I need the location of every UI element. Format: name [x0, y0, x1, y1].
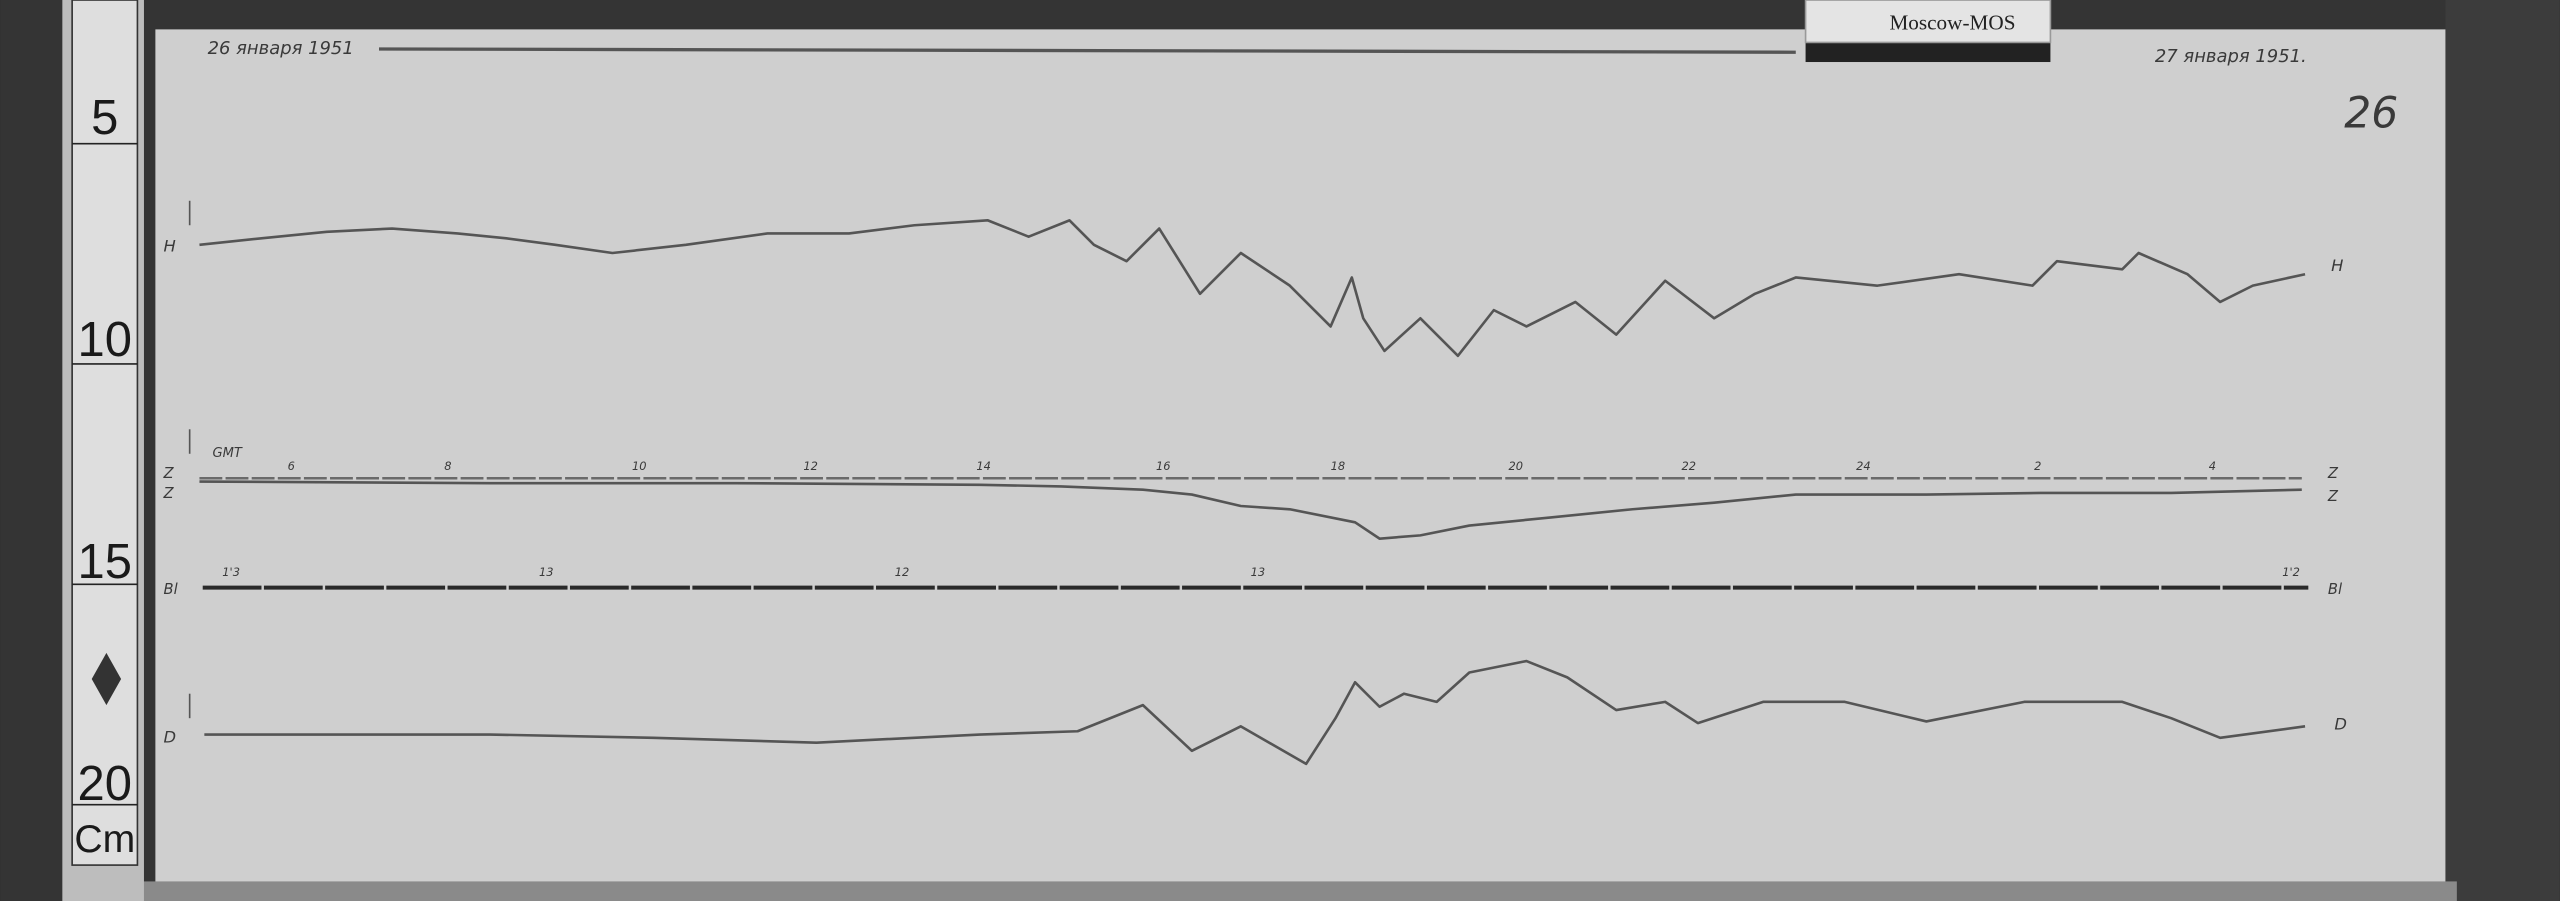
paper-sheet [155, 29, 2446, 885]
z-label-right-2: Z [2327, 488, 2339, 505]
hour-labels: 6 8 10 12 14 16 18 20 22 24 2 4 [288, 459, 2216, 473]
ruler-unit: Cm [74, 818, 135, 861]
d-trace [204, 659, 2306, 766]
hour-label: 14 [976, 459, 991, 473]
hour-label: 10 [632, 459, 647, 473]
top-edge-line [378, 47, 1796, 54]
z-label-left-2: Z [163, 485, 175, 502]
station-label-card: Moscow-MOS [1804, 0, 2052, 63]
hour-label: 4 [2209, 459, 2216, 473]
h-trace [199, 219, 2306, 358]
time-axis-label: GMT [213, 446, 243, 461]
hour-label: 2 [2034, 459, 2041, 473]
h-label-right: H [2331, 256, 2343, 275]
start-date: 26 января 1951 [208, 38, 354, 59]
baseline-mark: 1'3 [222, 565, 240, 579]
diamond-icon [91, 652, 122, 706]
z-label-left: Z [163, 465, 175, 482]
sheet-number: 26 [2344, 89, 2398, 138]
z-trace [199, 480, 2302, 540]
paper-bottom-edge [139, 881, 2457, 901]
baseline-mark: 13 [539, 565, 554, 579]
hour-label: 16 [1156, 459, 1171, 473]
z-label-right: Z [2327, 465, 2339, 482]
baseline-mark: 12 [895, 565, 910, 579]
d-label-right: D [2334, 715, 2347, 734]
hour-label: 22 [1682, 459, 1697, 473]
hour-label: 18 [1331, 459, 1346, 473]
hour-label: 20 [1509, 459, 1524, 473]
ruler-mark-10: 10 [78, 313, 132, 367]
h-label-left: H [164, 236, 176, 255]
hour-label: 12 [803, 459, 818, 473]
baseline-mark: 13 [1251, 565, 1266, 579]
station-label: Moscow-MOS [1889, 10, 2015, 34]
baseline-label-right: Bl [2328, 581, 2343, 598]
ruler-mark-20: 20 [78, 757, 132, 811]
ruler-mark-5: 5 [91, 91, 118, 145]
ruler-mark-15: 15 [78, 535, 132, 589]
baseline-label-left: Bl [164, 581, 179, 598]
d-label-left: D [164, 728, 177, 747]
hour-label: 24 [1856, 459, 1871, 473]
hour-label: 8 [444, 459, 451, 473]
frame-right [2445, 0, 2560, 901]
end-date: 27 января 1951. [2155, 46, 2307, 67]
hour-label: 6 [288, 459, 295, 473]
ruler: 5 10 15 20 Cm [62, 0, 144, 901]
baseline-mark: 1'2 [2282, 565, 2300, 579]
